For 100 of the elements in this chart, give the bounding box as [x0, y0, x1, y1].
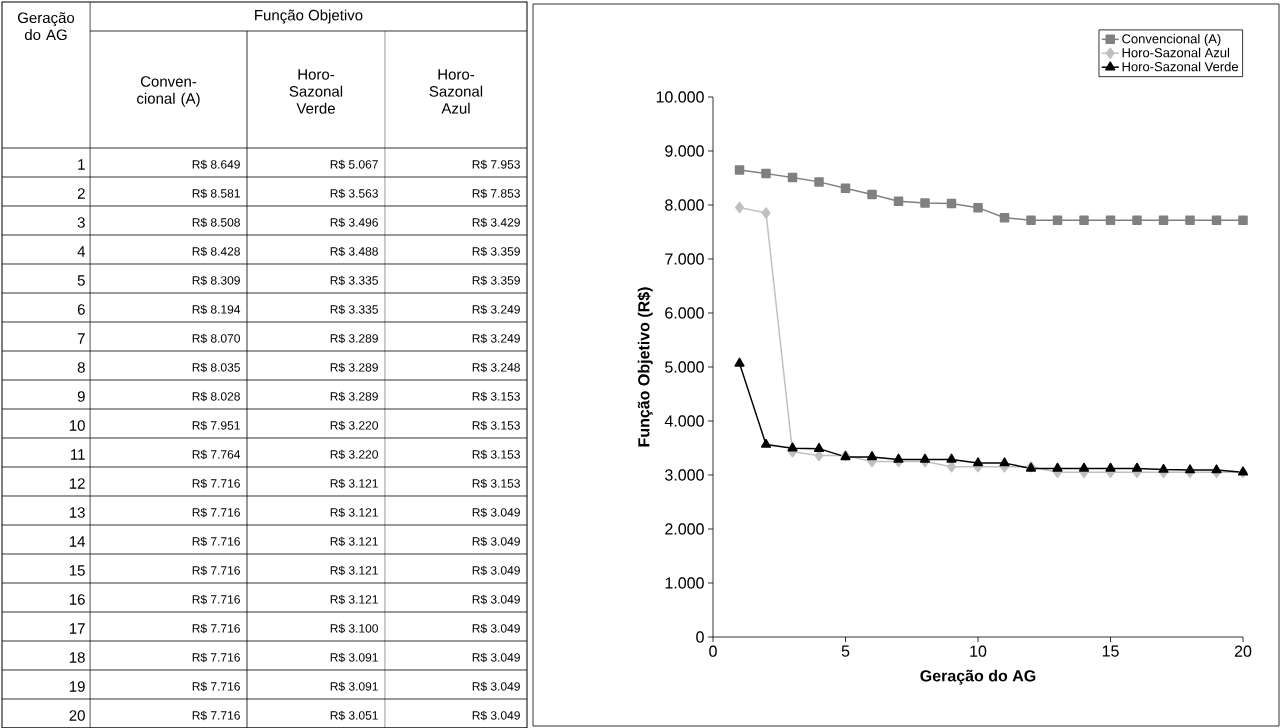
text: 14 [69, 536, 86, 547]
text: 13 [69, 507, 85, 518]
text: R$ 8.508 [192, 217, 240, 228]
text: R$ 3.289 [330, 362, 378, 373]
text: R$ 3.049 [472, 681, 520, 692]
text: R$ 3.563 [330, 188, 378, 199]
x-tick-label: 0 [709, 645, 717, 657]
text: R$ 3.248 [472, 362, 520, 373]
text: 18 [69, 652, 85, 663]
text: R$ 7.716 [192, 623, 240, 634]
text: R$ 3.289 [330, 333, 378, 344]
text: R$ 7.853 [472, 188, 520, 199]
x-tick-label: 20 [1234, 645, 1252, 657]
y-tick-label: 9.000 [665, 145, 704, 157]
y-tick-label: 2.000 [665, 523, 704, 535]
text: R$ 3.049 [472, 623, 520, 634]
y-tick-label: 4.000 [664, 415, 704, 427]
y-tick-label: 5.000 [665, 361, 704, 373]
text: R$ 3.289 [330, 391, 378, 402]
text: 11 [71, 449, 85, 460]
text: R$ 3.335 [330, 275, 378, 286]
y-tick-label: 7.000 [665, 253, 704, 265]
text: 5 [77, 275, 85, 286]
text: 15 [69, 565, 85, 576]
text: R$ 3.121 [330, 594, 378, 605]
text: R$ 3.220 [330, 420, 378, 431]
text: 10 [69, 420, 85, 431]
text: 16 [69, 594, 85, 605]
text: R$ 3.429 [472, 217, 520, 228]
text: R$ 7.953 [472, 159, 520, 170]
text: Horo-Sazonal Verde [289, 69, 343, 114]
text: R$ 3.121 [330, 565, 378, 576]
text: R$ 3.100 [330, 623, 378, 634]
text: R$ 8.194 [192, 304, 241, 315]
text: R$ 7.716 [192, 594, 240, 605]
text: R$ 7.764 [192, 449, 241, 460]
text: R$ 7.716 [192, 565, 240, 576]
text: R$ 8.309 [192, 275, 240, 286]
y-tick-label: 10.000 [656, 91, 704, 103]
text: Horo-Sazonal Azul [429, 69, 483, 114]
x-tick-label: 15 [1102, 645, 1119, 657]
text: 7 [77, 333, 85, 344]
text: 8 [77, 362, 85, 373]
text: 4 [77, 246, 86, 257]
text: R$ 3.249 [472, 304, 520, 315]
text: R$ 8.070 [192, 333, 240, 344]
text: 17 [69, 623, 85, 634]
text: R$ 7.951 [192, 420, 240, 431]
text: 20 [69, 710, 85, 721]
legend-label: Convencional (A) [1122, 33, 1221, 47]
text: R$ 3.153 [472, 478, 520, 489]
text: R$ 8.581 [192, 188, 240, 199]
text: R$ 3.049 [472, 507, 520, 518]
text: R$ 7.716 [192, 652, 240, 663]
text: Geração do AG [17, 12, 75, 41]
text: R$ 3.121 [330, 478, 378, 489]
y-tick-label: 3.000 [665, 469, 704, 481]
x-axis-title: Geração do AG [920, 669, 1036, 685]
text: R$ 3.335 [330, 304, 378, 315]
legend-label: Horo-Sazonal Verde [1122, 61, 1239, 72]
text: R$ 8.035 [192, 362, 240, 373]
text: R$ 3.049 [472, 710, 520, 721]
text: R$ 3.121 [330, 536, 378, 547]
y-tick-label: 6.000 [665, 307, 704, 319]
text: R$ 3.496 [330, 217, 378, 228]
x-tick-label: 5 [841, 645, 850, 657]
text: 6 [77, 304, 85, 315]
text: R$ 3.049 [472, 536, 520, 547]
text: R$ 3.153 [472, 420, 520, 431]
text: 9 [77, 391, 85, 402]
text: R$ 5.067 [330, 159, 378, 170]
text: R$ 3.049 [472, 594, 520, 605]
text: R$ 3.220 [330, 449, 378, 460]
text: R$ 3.249 [472, 333, 520, 344]
legend-label: Horo-Sazonal Azul [1122, 47, 1230, 58]
text: 3 [77, 217, 85, 228]
text: R$ 3.091 [330, 681, 378, 692]
y-tick-label: 1.000 [665, 577, 704, 589]
text: R$ 3.091 [330, 652, 378, 663]
y-tick-label: 0 [696, 631, 704, 643]
text: R$ 3.051 [330, 710, 378, 721]
text: R$ 7.716 [192, 710, 240, 721]
text: 1 [78, 159, 85, 170]
y-tick-label: 8.000 [665, 199, 704, 211]
text: R$ 3.049 [472, 565, 520, 576]
text: R$ 3.049 [472, 652, 520, 663]
text: R$ 8.028 [192, 391, 240, 402]
text: R$ 7.716 [192, 478, 240, 489]
text: R$ 7.716 [192, 681, 240, 692]
text: R$ 8.649 [192, 159, 240, 170]
x-tick-label: 10 [970, 645, 987, 657]
text: R$ 3.359 [472, 275, 520, 286]
text: R$ 3.121 [330, 507, 378, 518]
text: R$ 3.153 [472, 391, 520, 402]
text: R$ 7.716 [192, 536, 240, 547]
text: Função Objetivo [255, 9, 363, 24]
text: R$ 3.359 [472, 246, 520, 257]
text: 19 [69, 681, 85, 692]
text: 2 [77, 188, 85, 199]
text: R$ 7.716 [192, 507, 240, 518]
